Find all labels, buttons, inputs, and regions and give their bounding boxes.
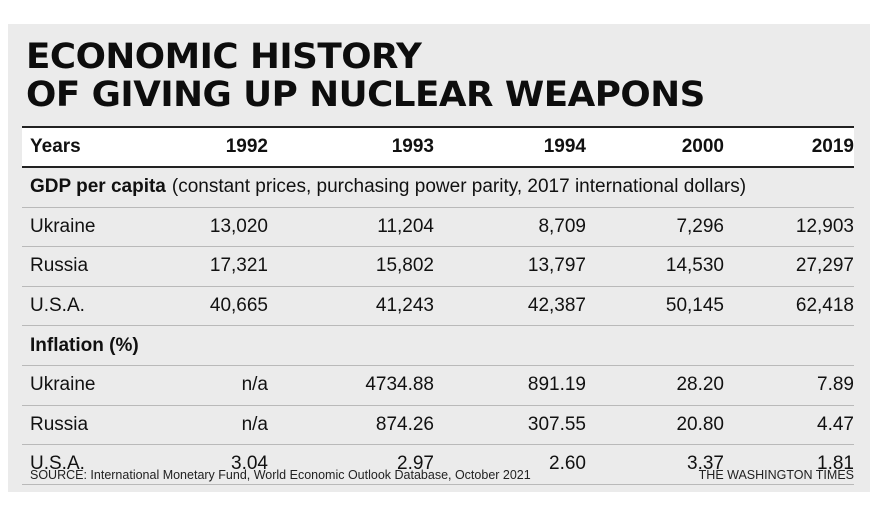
row-country: Ukraine [30,374,96,396]
table-cell: 42,387 [527,295,586,317]
table-cell: 2.97 [397,453,434,475]
header-year-1: 1992 [225,136,268,157]
table-cell: 7.89 [817,374,854,396]
table-cell: 20.80 [676,413,724,435]
table-cell: 15,802 [375,255,434,277]
table-cell: 4734.88 [365,374,434,396]
table-cell: 7,296 [676,215,724,237]
table-cell: 874.26 [375,413,434,435]
header-year-3: 1994 [543,136,586,157]
table-cell: 3.37 [687,453,724,475]
table-row: U.S.A. 40,665 41,243 42,387 50,145 62,41… [22,287,854,327]
table-cell: 50,145 [665,295,724,317]
row-country: Russia [30,413,89,435]
chart-title: ECONOMIC HISTORY OF GIVING UP NUCLEAR WE… [26,38,705,114]
table-cell: 891.19 [527,374,586,396]
table-cell: 17,321 [209,255,268,277]
row-country: Ukraine [30,215,96,237]
table-cell: 14,530 [665,255,724,277]
publisher-credit: THE WASHINGTON TIMES [698,468,854,482]
gdp-section-heading: GDP per capita (constant prices, purchas… [30,168,746,207]
table-cell: 27,297 [795,255,854,277]
gdp-section-title: GDP per capita [30,176,166,198]
table-cell: n/a [241,374,268,396]
gdp-section-row: GDP per capita (constant prices, purchas… [22,168,854,208]
title-line-2: OF GIVING UP NUCLEAR WEAPONS [26,75,705,115]
table-row: U.S.A. 3.04 2.97 2.60 3.37 1.81 [22,445,854,485]
table-cell: 1.81 [817,453,854,475]
table-cell: 40,665 [209,295,268,317]
table-cell: 4.47 [817,413,854,435]
table-cell: n/a [241,413,268,435]
table-cell: 28.20 [676,374,724,396]
row-country: U.S.A. [30,453,85,475]
header-years-label: Years [30,136,81,157]
gdp-section-subtitle: (constant prices, purchasing power parit… [171,176,747,198]
source-note: SOURCE: International Monetary Fund, Wor… [30,468,531,482]
row-country: U.S.A. [30,295,85,317]
table-cell: 307.55 [527,413,586,435]
table-row: Russia n/a 874.26 307.55 20.80 4.47 [22,406,854,446]
table-cell: 13,797 [527,255,586,277]
data-table: Years 1992 1993 1994 2000 2019 GDP per c… [22,126,854,485]
infographic-panel: ECONOMIC HISTORY OF GIVING UP NUCLEAR WE… [8,24,870,492]
table-header-row: Years 1992 1993 1994 2000 2019 [22,126,854,168]
header-year-2: 1993 [391,136,434,157]
table-row: Ukraine 13,020 11,204 8,709 7,296 12,903 [22,208,854,248]
inflation-section-heading: Inflation (%) [30,326,139,365]
table-cell: 3.04 [231,453,268,475]
table-cell: 11,204 [377,215,434,237]
title-line-1: ECONOMIC HISTORY [26,37,422,77]
table-cell: 2.60 [549,453,586,475]
inflation-section-row: Inflation (%) [22,326,854,366]
table-cell: 8,709 [538,215,586,237]
header-year-4: 2000 [681,136,724,157]
header-year-5: 2019 [811,136,854,157]
table-row: Ukraine n/a 4734.88 891.19 28.20 7.89 [22,366,854,406]
inflation-section-title: Inflation (%) [30,334,139,356]
row-country: Russia [30,255,89,277]
table-cell: 12,903 [795,215,854,237]
table-cell: 41,243 [375,295,434,317]
table-cell: 13,020 [209,215,268,237]
table-cell: 62,418 [795,295,854,317]
table-row: Russia 17,321 15,802 13,797 14,530 27,29… [22,247,854,287]
